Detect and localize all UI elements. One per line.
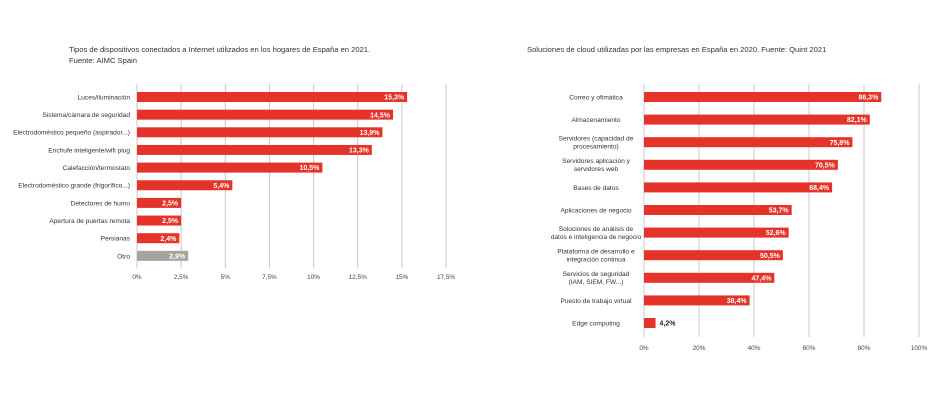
x-tick-label: 0%	[132, 274, 142, 281]
category-label: Detectores de humo	[71, 200, 131, 207]
value-label: 53,7%	[769, 208, 790, 215]
value-label: 70,5%	[815, 162, 836, 169]
value-label: 13,9%	[360, 130, 381, 137]
x-tick-label: 40%	[748, 345, 761, 352]
x-tick-label: 5%	[221, 274, 231, 281]
category-label: datos e inteligencia de negocio	[551, 234, 642, 241]
chart-title-cloud: Soluciones de cloud utilizadas por las e…	[527, 44, 826, 55]
category-label: Sistema/cámara de seguridad	[42, 112, 130, 119]
category-label: Edge computing	[572, 320, 620, 327]
category-label: Enchufe inteligente/wifi plug	[48, 147, 130, 154]
value-label: 82,1%	[847, 117, 868, 124]
category-label: Otro	[117, 253, 130, 260]
category-label: Calefacción/termostato	[63, 165, 131, 172]
bar	[644, 318, 656, 328]
bar	[644, 227, 789, 238]
value-label: 2,9%	[169, 253, 186, 260]
value-label: 2,4%	[160, 236, 177, 243]
value-label: 2,5%	[162, 201, 179, 208]
value-label: 38,4%	[727, 298, 748, 305]
x-tick-label: 7,5%	[262, 274, 277, 281]
value-label: 10,5%	[300, 165, 321, 172]
x-tick-label: 80%	[858, 345, 871, 352]
bar	[137, 144, 372, 155]
value-label: 68,4%	[809, 185, 830, 192]
chart-cloud: 0% 20% 40% 60% 80% 100% Correo y ofimática 86,3…	[551, 84, 928, 352]
chart-devices: 0% 2,5% 5% 7,5% 10% 12,5% 15% 17,5% Luces/ilumin…	[13, 84, 455, 281]
bar	[137, 109, 394, 120]
bar	[644, 92, 882, 102]
bar	[137, 127, 383, 138]
x-tick-label: 2,5%	[174, 274, 189, 281]
bar	[644, 205, 792, 215]
category-label: Electrodoméstico grande (frigorífico...)	[18, 183, 130, 190]
category-label: Bases de datos	[573, 185, 619, 192]
value-label: 86,3%	[858, 95, 879, 102]
bar	[137, 162, 323, 173]
category-label: Aplicaciones de negocio	[560, 207, 631, 214]
category-label: (IAM, SIEM, FW...)	[569, 279, 624, 286]
bar	[644, 250, 783, 261]
category-label: procesamiento)	[573, 144, 618, 151]
value-label: 14,5%	[370, 112, 391, 119]
value-label: 50,5%	[760, 253, 781, 260]
bar	[137, 250, 189, 261]
bar	[137, 215, 182, 226]
value-label: 4,2%	[660, 321, 677, 328]
bar	[137, 233, 180, 244]
category-label: Puesto de trabajo virtual	[560, 298, 632, 305]
value-label: 5,4%	[213, 183, 230, 190]
bar	[644, 137, 853, 148]
x-tick-label: 100%	[911, 345, 928, 352]
category-label: Plataforma de desarrollo e	[557, 249, 635, 256]
category-label: Apertura de puertas remota	[49, 218, 130, 225]
category-label: integración continua	[566, 257, 625, 264]
category-label: Persianas	[101, 236, 131, 243]
category-label: Almacenamiento	[571, 117, 620, 124]
bar	[137, 92, 408, 102]
x-tick-label: 0%	[639, 345, 649, 352]
x-tick-label: 10%	[307, 274, 320, 281]
value-label: 2,5%	[162, 218, 179, 225]
category-label: Servidores (capacidad de	[559, 136, 634, 143]
x-tick-label: 20%	[693, 345, 706, 352]
bar	[137, 197, 182, 208]
chart-title-devices: Tipos de dispositivos conectados a Inter…	[69, 44, 370, 66]
x-tick-label: 12,5%	[349, 274, 367, 281]
category-label: Servicios de seguridad	[563, 271, 630, 278]
category-label: Soluciones de análisis de	[559, 226, 634, 233]
category-label: Correo y ofimática	[569, 94, 623, 101]
category-label: servidores web	[574, 166, 619, 173]
bar	[644, 182, 833, 193]
bar	[644, 159, 838, 170]
chart-title-line: Tipos de dispositivos conectados a Inter…	[69, 45, 371, 54]
bar	[137, 180, 233, 191]
value-label: 13,3%	[349, 148, 370, 155]
x-tick-label: 60%	[803, 345, 816, 352]
chart-subtitle-source: Fuente: AIMC Spain	[69, 56, 137, 65]
value-label: 47,4%	[751, 275, 772, 282]
x-tick-label: 15%	[395, 274, 408, 281]
bar	[644, 272, 775, 283]
value-label: 15,3%	[384, 95, 405, 102]
category-label: Electrodoméstico pequeño (aspirador...)	[13, 130, 130, 137]
x-tick-label: 17,5%	[437, 274, 455, 281]
category-label: Servidores aplicación y	[562, 158, 631, 165]
bar	[644, 295, 750, 306]
bar	[644, 114, 870, 125]
value-label: 52,6%	[766, 230, 787, 237]
value-label: 75,8%	[830, 140, 851, 147]
chart-title-line: Soluciones de cloud utilizadas por las e…	[527, 45, 827, 54]
category-label: Luces/iluminación	[78, 94, 131, 101]
